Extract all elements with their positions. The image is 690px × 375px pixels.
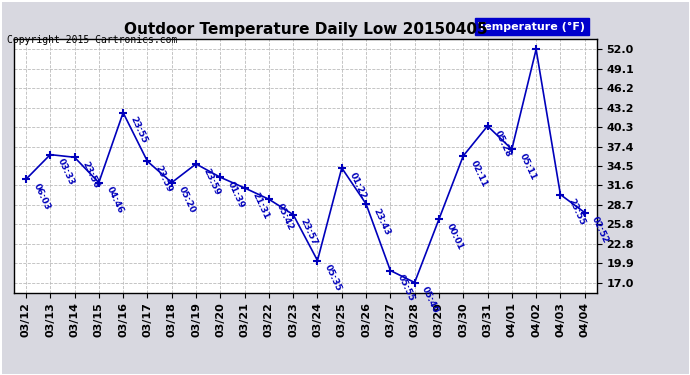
Text: 21:31: 21:31 [250, 191, 270, 220]
Text: 23:55: 23:55 [566, 197, 586, 227]
Text: 03:33: 03:33 [56, 158, 76, 187]
Text: 02:11: 02:11 [469, 159, 489, 188]
Text: 23:59: 23:59 [153, 164, 173, 194]
Text: 23:59: 23:59 [201, 167, 222, 196]
Text: 01:22: 01:22 [347, 171, 368, 200]
Text: 23:55: 23:55 [128, 116, 149, 145]
Text: 23:56: 23:56 [80, 160, 100, 190]
Text: 06:03: 06:03 [32, 182, 52, 212]
Text: 00:01: 00:01 [444, 222, 464, 251]
Text: 05:11: 05:11 [518, 152, 538, 182]
Text: 05:20: 05:20 [177, 185, 197, 215]
Text: 23:43: 23:43 [372, 207, 392, 237]
Text: 01:39: 01:39 [226, 180, 246, 210]
Text: Copyright 2015 Cartronics.com: Copyright 2015 Cartronics.com [7, 35, 177, 45]
Text: Temperature (°F): Temperature (°F) [478, 22, 585, 32]
Title: Outdoor Temperature Daily Low 20150405: Outdoor Temperature Daily Low 20150405 [124, 22, 487, 37]
Text: 05:55: 05:55 [396, 273, 416, 303]
Text: 05:40: 05:40 [420, 285, 440, 315]
Text: 04:46: 04:46 [104, 185, 125, 215]
Text: 02:52: 02:52 [590, 215, 611, 245]
Text: 05:42: 05:42 [275, 202, 295, 232]
Text: 05:28: 05:28 [493, 129, 513, 158]
Text: 05:35: 05:35 [323, 263, 343, 293]
Text: 23:57: 23:57 [299, 217, 319, 247]
